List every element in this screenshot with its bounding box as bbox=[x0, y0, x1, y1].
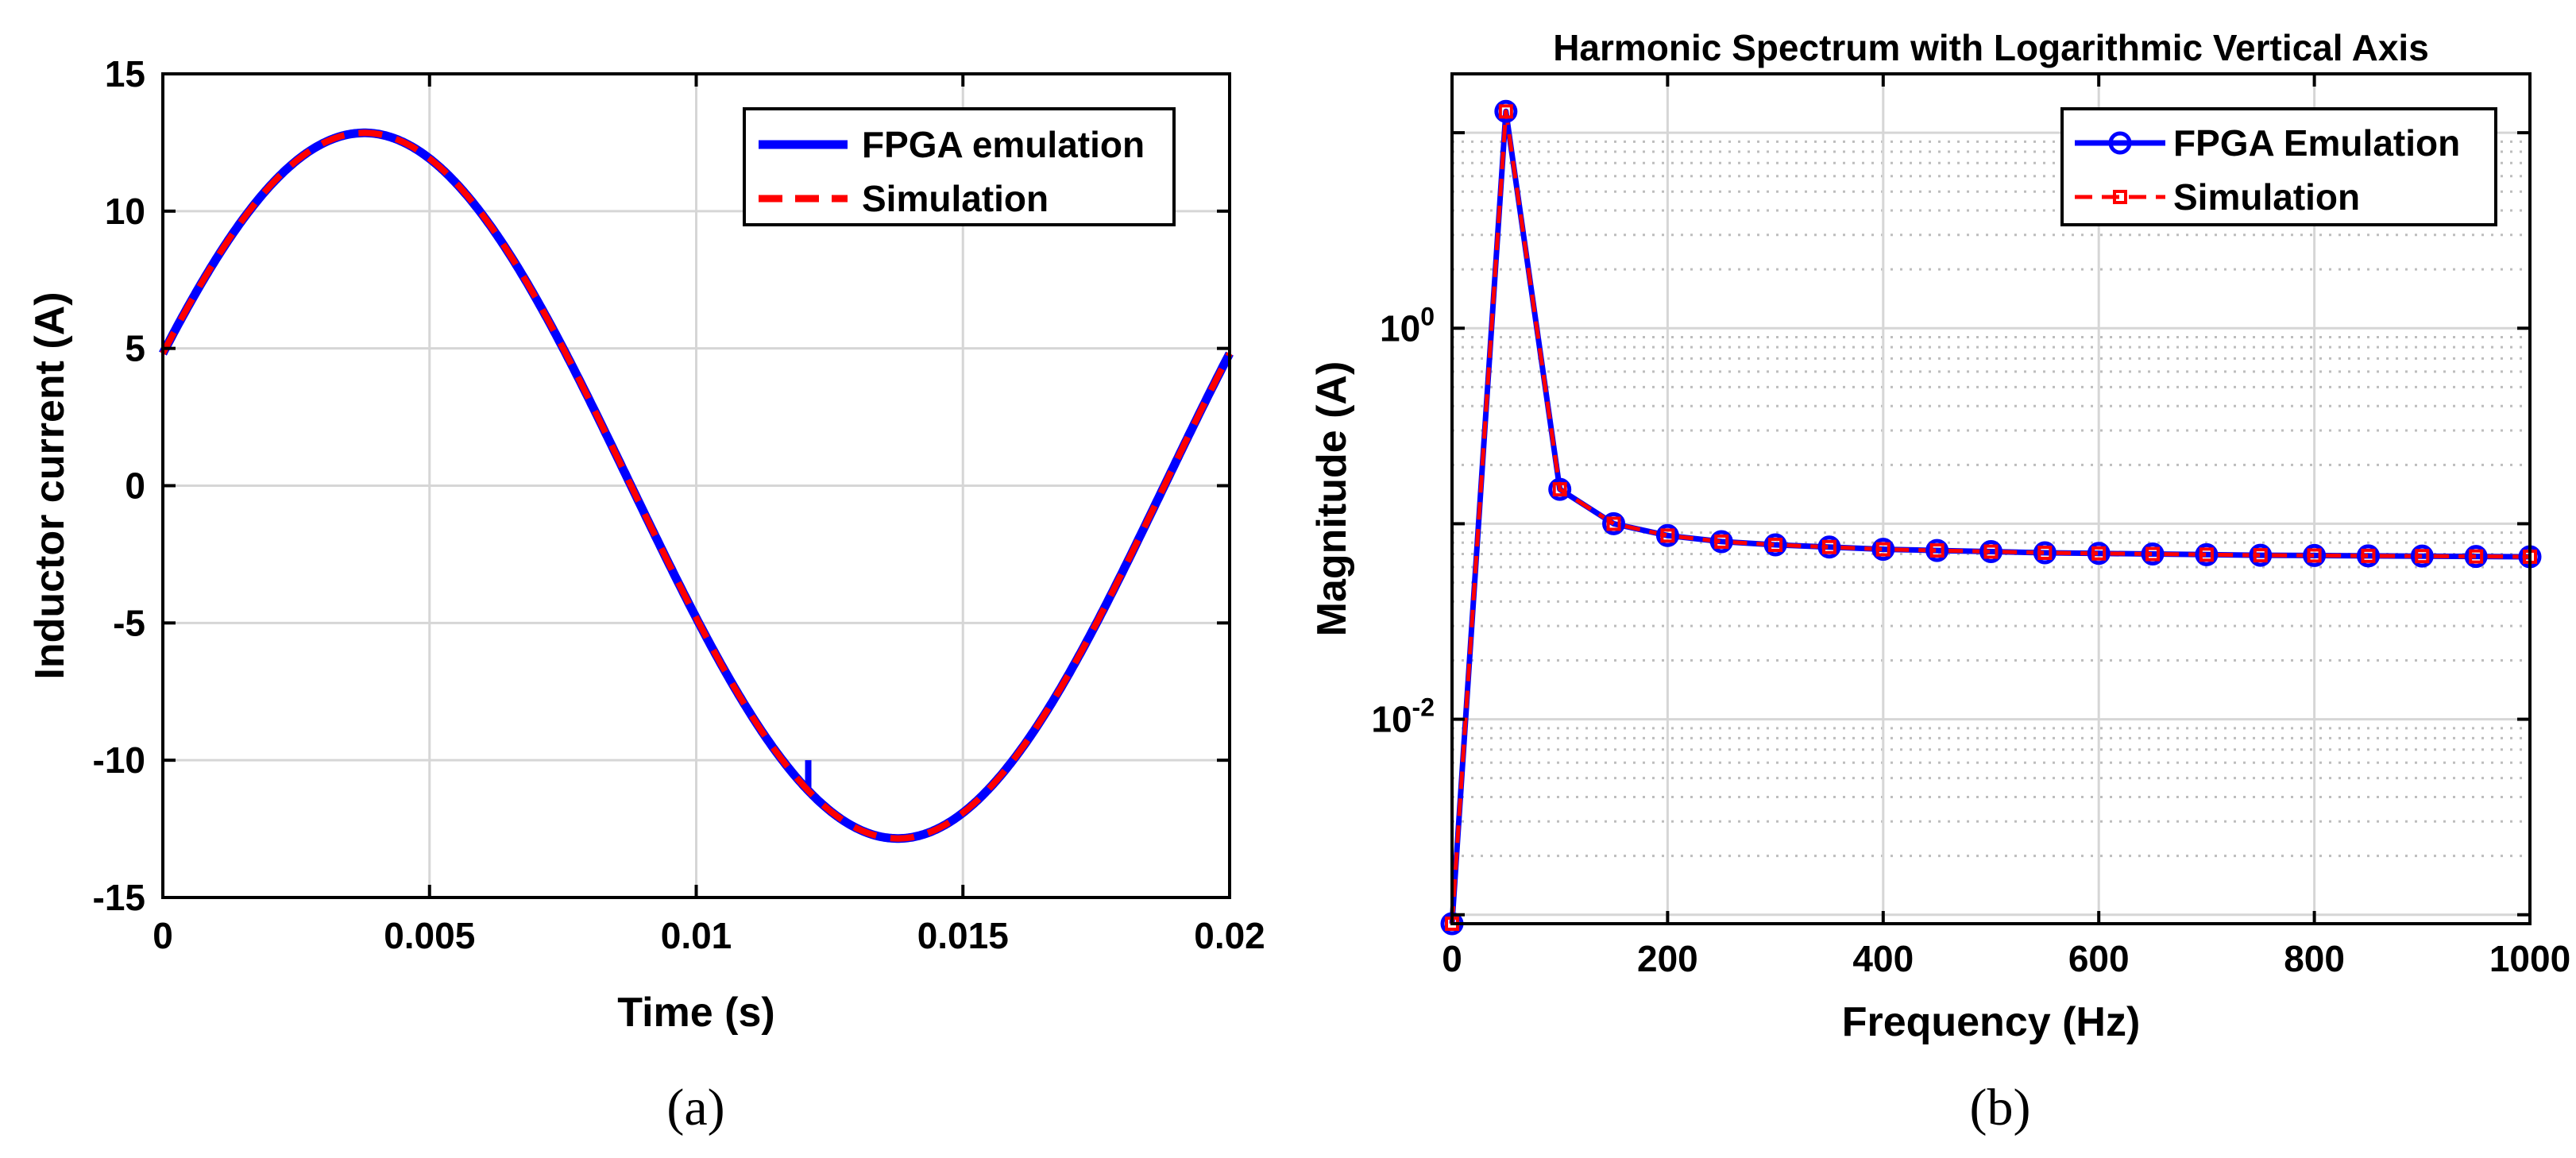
data-point-fpga bbox=[1979, 540, 2002, 564]
data-point-fpga bbox=[1763, 533, 1787, 557]
data-point-fpga bbox=[2303, 543, 2327, 567]
data-point-fpga bbox=[1871, 538, 1895, 562]
x-tick-label: 400 bbox=[1852, 938, 1914, 979]
data-point-fpga bbox=[2410, 544, 2434, 568]
data-point-simulation bbox=[1929, 543, 1945, 558]
series-line-simulation bbox=[1450, 109, 2531, 924]
data-point-simulation bbox=[1875, 542, 1890, 557]
data-point-fpga bbox=[1709, 530, 1733, 554]
data-point-simulation bbox=[1768, 537, 1783, 552]
data-point-fpga bbox=[1655, 523, 1679, 547]
data-point-simulation bbox=[2469, 549, 2484, 564]
y-tick-label: 10 bbox=[105, 191, 145, 232]
x-tick-label: 0.015 bbox=[917, 915, 1009, 956]
data-point-simulation bbox=[2091, 546, 2107, 561]
legend-box-b bbox=[2060, 107, 2497, 226]
data-point-fpga bbox=[1817, 535, 1841, 559]
legend-label: FPGA Emulation bbox=[2173, 122, 2460, 164]
x-tick-label: 0.01 bbox=[661, 915, 732, 956]
data-point-fpga bbox=[1548, 477, 1572, 501]
data-point-simulation bbox=[2307, 548, 2322, 563]
data-point-simulation bbox=[2253, 548, 2268, 563]
panel-a-inductor-current: 0 0.005 0.01 0.015 0.02 15 10 5 0 -5 -10 -15 Time (s… bbox=[27, 53, 1265, 1137]
y-tick-label: 5 bbox=[125, 328, 145, 369]
panel-caption: (b) bbox=[1970, 1079, 2031, 1137]
data-point-fpga bbox=[2356, 544, 2380, 568]
data-point-simulation bbox=[1714, 534, 1729, 549]
data-point-simulation bbox=[1606, 516, 1621, 531]
x-tick-label: 200 bbox=[1637, 938, 1698, 979]
data-point-fpga bbox=[2195, 542, 2219, 566]
legend-marker bbox=[2113, 190, 2127, 204]
x-tick-label: 0.02 bbox=[1194, 915, 1265, 956]
data-point-fpga bbox=[2249, 543, 2273, 567]
data-point-simulation bbox=[2415, 549, 2430, 564]
x-tick-label: 600 bbox=[2068, 938, 2130, 979]
x-tick-label: 0 bbox=[153, 915, 173, 956]
legend-marker bbox=[2108, 131, 2132, 155]
data-point-simulation bbox=[1821, 539, 1836, 554]
data-point-fpga bbox=[2087, 542, 2111, 565]
axes-frame-b bbox=[1450, 72, 2532, 925]
data-point-simulation bbox=[1498, 104, 1513, 119]
y-tick-label: 10-2 bbox=[1371, 693, 1435, 740]
chart-title: Harmonic Spectrum with Logarithmic Verti… bbox=[1553, 27, 2429, 68]
data-point-fpga bbox=[2141, 542, 2165, 566]
x-tick-label: 0 bbox=[1442, 938, 1462, 979]
data-point-simulation bbox=[1983, 544, 1999, 559]
y-tick-label: 100 bbox=[1380, 302, 1435, 349]
data-point-simulation bbox=[1660, 528, 1675, 543]
panel-caption: (a) bbox=[666, 1079, 724, 1137]
y-tick-label: -10 bbox=[93, 739, 145, 781]
data-point-simulation bbox=[1552, 482, 1567, 497]
panel-b-harmonic-spectrum: 0 200 400 600 800 1000 100 10-2 Harmonic Spectru… bbox=[1309, 27, 2570, 1137]
legend-label: FPGA emulation bbox=[862, 124, 1145, 165]
y-axis-label: Magnitude (A) bbox=[1309, 361, 1355, 637]
x-tick-label: 800 bbox=[2284, 938, 2345, 979]
data-point-simulation bbox=[2199, 547, 2214, 562]
y-tick-label: 0 bbox=[125, 465, 145, 507]
data-point-fpga bbox=[1602, 511, 1626, 535]
legend-label: Simulation bbox=[2173, 176, 2360, 218]
data-point-simulation bbox=[2037, 546, 2053, 561]
y-tick-label: -5 bbox=[113, 602, 145, 643]
x-axis-label: Time (s) bbox=[617, 990, 774, 1036]
y-tick-label: -15 bbox=[93, 877, 145, 918]
data-point-fpga bbox=[2464, 545, 2488, 569]
x-tick-label: 0.005 bbox=[384, 915, 475, 956]
x-axis-label: Frequency (Hz) bbox=[1842, 999, 2141, 1045]
legend-label: Simulation bbox=[862, 178, 1049, 219]
data-point-simulation bbox=[2145, 546, 2161, 562]
data-point-fpga bbox=[1925, 538, 1949, 562]
data-point-fpga bbox=[1494, 99, 1518, 123]
y-tick-label: 15 bbox=[105, 53, 145, 95]
legend-box-a bbox=[743, 107, 1176, 226]
data-point-simulation bbox=[2361, 548, 2376, 563]
x-tick-label: 1000 bbox=[2489, 938, 2570, 979]
y-axis-label: Inductor current (A) bbox=[27, 291, 73, 679]
series-line-simulation bbox=[160, 129, 1233, 842]
data-point-fpga bbox=[2033, 541, 2057, 565]
